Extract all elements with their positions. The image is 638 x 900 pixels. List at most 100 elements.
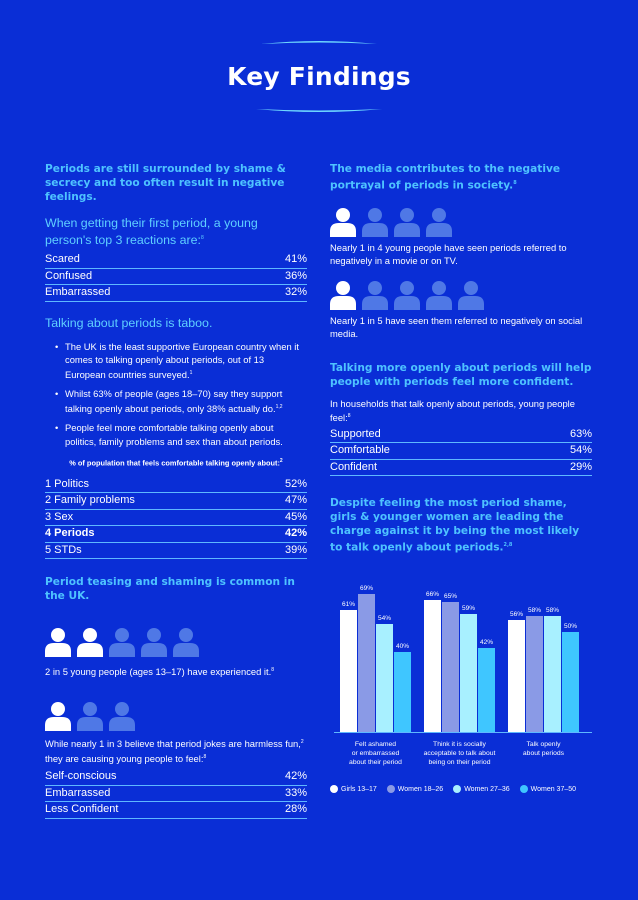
table-row: Confused 36%: [45, 269, 307, 286]
person-icon: [109, 701, 135, 731]
row-label: Embarrassed: [45, 786, 111, 799]
row-label: Embarrassed: [45, 286, 111, 299]
row-value: 39%: [284, 543, 307, 556]
comfort-table-heading: % of population that feels comfortable t…: [69, 458, 283, 468]
row-value: 54%: [569, 444, 592, 457]
bar: [376, 624, 393, 732]
first-period-reactions-table: Scared 41% Confused 36% Embarrassed 32%: [45, 252, 307, 302]
media-text-2: Nearly 1 in 5 have seen them referred to…: [330, 314, 583, 340]
person-icon: [362, 207, 388, 237]
person-icon: [77, 628, 103, 658]
shame-heading: Periods are still surrounded by shame & …: [45, 163, 286, 203]
bar-value-label: 65%: [444, 593, 457, 600]
confident-text: In households that talk openly about per…: [330, 397, 575, 424]
legend-item: Girls 13–17: [330, 785, 377, 793]
legend-item: Women 27–36: [453, 785, 510, 793]
person-icon: [173, 628, 199, 658]
bar: [478, 648, 495, 732]
row-value: 41%: [284, 253, 307, 266]
row-value: 42%: [284, 527, 307, 540]
legend-label: Women 18–26: [397, 785, 444, 793]
row-value: 33%: [284, 786, 307, 799]
row-label: Self-conscious: [45, 770, 117, 783]
bar: [442, 602, 459, 732]
person-icon: [45, 628, 71, 658]
row-value: 52%: [284, 477, 307, 490]
bar-value-label: 69%: [360, 585, 373, 592]
person-icon: [330, 207, 356, 237]
bar: [340, 610, 357, 732]
bar: [394, 652, 411, 732]
legend-label: Women 37–50: [530, 785, 577, 793]
chart-svg: 61% 69% 54% 40% Felt ashamed or embarrassed ab…: [334, 585, 592, 766]
bar-value-label: 54%: [378, 615, 391, 622]
person-icon: [458, 280, 484, 310]
title-block: Key Findings: [0, 38, 638, 115]
bar-value-label: 61%: [342, 601, 355, 608]
bar: [460, 614, 477, 732]
top-swoosh-icon: [261, 41, 377, 44]
teasing-icon-row-1: [45, 627, 307, 658]
legend-dot-icon: [519, 785, 528, 793]
row-label: 1 Politics: [45, 477, 90, 490]
table-row: Embarrassed 32%: [45, 285, 307, 302]
table-row: Embarrassed 33%: [45, 786, 307, 803]
row-value: 32%: [284, 286, 307, 299]
table-row: Less Confident 28%: [45, 802, 307, 819]
category-label: Talk openly about periods: [523, 741, 565, 757]
media-heading: The media contributes to the negative po…: [330, 163, 561, 192]
row-label: 4 Periods: [45, 527, 95, 540]
table-row: 4 Periods 42%: [45, 526, 307, 543]
row-label: Comfortable: [330, 444, 390, 457]
legend-item: Women 18–26: [386, 785, 444, 793]
bar-value-label: 50%: [564, 623, 577, 630]
row-value: 28%: [284, 803, 307, 816]
table-row: Supported 63%: [330, 427, 592, 444]
row-label: 2 Family problems: [45, 494, 135, 507]
bar: [508, 620, 525, 732]
age-group-bar-chart: 61% 69% 54% 40% Felt ashamed or embarrassed ab…: [330, 570, 596, 800]
bar: [562, 632, 579, 732]
bar-value-label: 58%: [528, 607, 541, 614]
bar-value-label: 66%: [426, 591, 439, 598]
person-icon: [45, 701, 71, 731]
teasing-feelings-table: Self-conscious 42% Embarrassed 33% Less Conf…: [45, 769, 307, 819]
row-value: 45%: [284, 510, 307, 523]
table-row: 3 Sex 45%: [45, 510, 307, 527]
person-icon: [394, 207, 420, 237]
table-row: 5 STDs 39%: [45, 543, 307, 560]
legend-dot-icon: [386, 785, 395, 793]
table-row: Self-conscious 42%: [45, 769, 307, 786]
page-title: Key Findings: [227, 62, 411, 91]
row-value: 42%: [284, 770, 307, 783]
bar-value-label: 40%: [396, 643, 409, 650]
legend-item: Women 37–50: [519, 785, 577, 793]
media-icon-row-1: [330, 207, 592, 237]
bar: [358, 594, 375, 732]
row-label: 5 STDs: [45, 543, 82, 556]
bottom-swoosh-icon: [256, 109, 382, 112]
bullet-item: Whilst 63% of people (ages 18–70) say th…: [55, 387, 307, 415]
legend-dot-icon: [453, 785, 462, 793]
legend-label: Girls 13–17: [341, 785, 377, 793]
media-text-1: Nearly 1 in 4 young people have seen per…: [330, 241, 567, 267]
person-icon: [362, 280, 388, 310]
table-row: 2 Family problems 47%: [45, 493, 307, 510]
bar: [424, 600, 441, 732]
row-label: Scared: [45, 253, 80, 266]
bullet-item: The UK is the least supportive European …: [55, 340, 307, 382]
person-icon: [109, 628, 135, 658]
table-row: Scared 41%: [45, 252, 307, 269]
confidence-table: Supported 63% Comfortable 54% Confident 29%: [330, 427, 592, 477]
taboo-subheading: Talking about periods is taboo.: [45, 315, 213, 330]
person-icon: [426, 280, 452, 310]
table-row: Comfortable 54%: [330, 443, 592, 460]
teasing-text-1: 2 in 5 young people (ages 13–17) have ex…: [45, 666, 274, 678]
teasing-icon-row-2: [45, 701, 307, 731]
table-row: 1 Politics 52%: [45, 477, 307, 494]
leading-heading: Despite feeling the most period shame, g…: [330, 497, 580, 554]
legend-label: Women 27–36: [464, 785, 510, 793]
bar-value-label: 42%: [480, 639, 493, 646]
table-row: Confident 29%: [330, 460, 592, 477]
